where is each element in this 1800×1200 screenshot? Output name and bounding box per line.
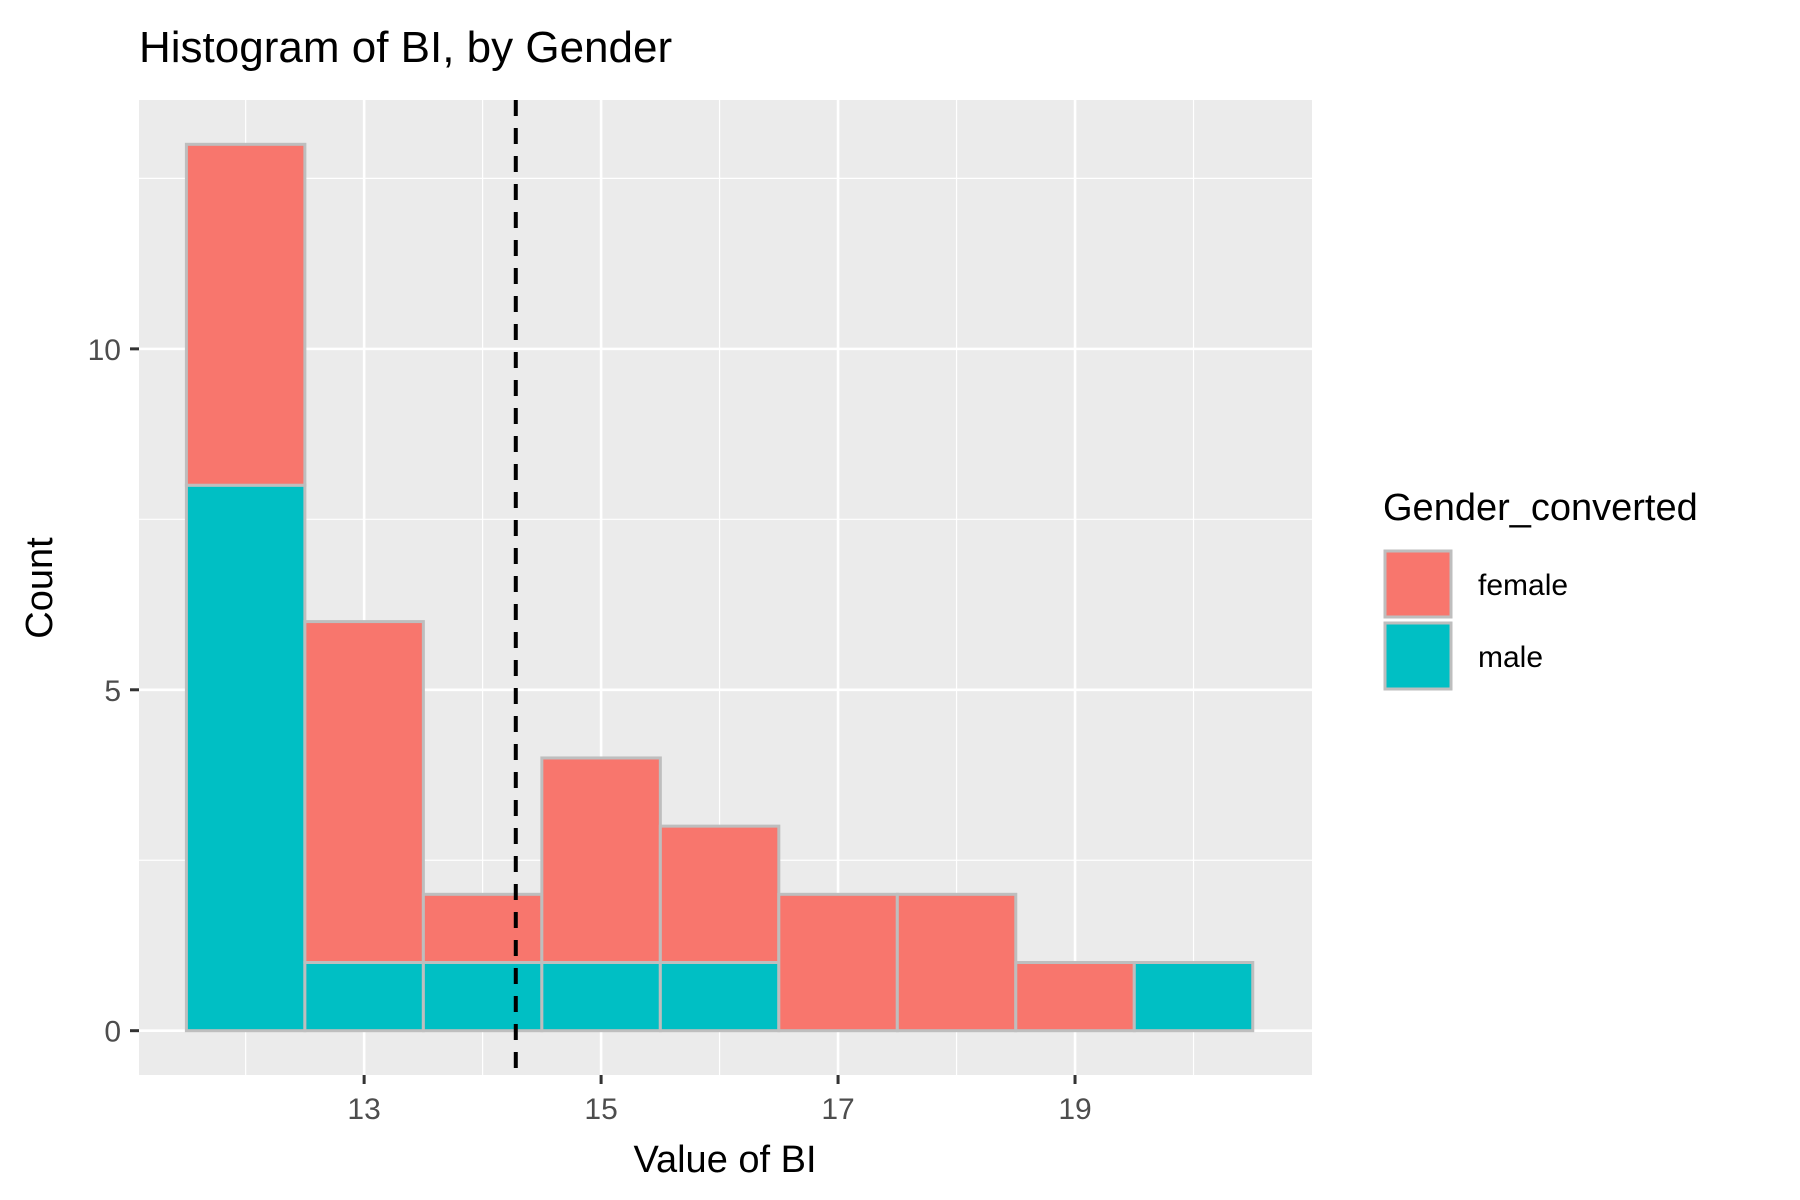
y-tick-label: 5 (104, 675, 121, 708)
x-axis: 13 15 17 19 (347, 1075, 1092, 1126)
bar-female (658, 824, 781, 964)
bar-female (777, 892, 899, 1033)
x-tick-label: 19 (1058, 1093, 1091, 1126)
bar-male (540, 961, 662, 1033)
bar-male (421, 961, 544, 1033)
chart-title: Histogram of BI, by Gender (139, 23, 672, 72)
y-axis: 0 5 10 (88, 334, 139, 1049)
bar-male (303, 961, 425, 1033)
legend-key-male (1383, 621, 1453, 691)
bar-female (540, 756, 662, 964)
x-tick-label: 15 (584, 1093, 617, 1126)
bar-female (303, 620, 425, 964)
bar-male (658, 961, 781, 1033)
bar-female (184, 142, 307, 487)
bar-male (1132, 961, 1255, 1033)
histogram-bars (184, 142, 1255, 1033)
y-tick-label: 10 (88, 334, 121, 367)
legend: Gender_converted female male (1383, 487, 1698, 691)
bar-male (184, 483, 307, 1033)
legend-title: Gender_converted (1383, 487, 1698, 529)
bar-female (421, 892, 544, 964)
legend-label-male: male (1478, 641, 1543, 674)
y-tick-label: 0 (104, 1016, 121, 1049)
legend-key-female (1383, 549, 1453, 619)
x-axis-title: Value of BI (633, 1139, 816, 1181)
bar-female (895, 892, 1018, 1033)
legend-label-female: female (1478, 569, 1568, 602)
bar-female (1014, 961, 1136, 1033)
x-tick-label: 17 (821, 1093, 854, 1126)
y-axis-title: Count (19, 537, 61, 639)
x-tick-label: 13 (347, 1093, 380, 1126)
